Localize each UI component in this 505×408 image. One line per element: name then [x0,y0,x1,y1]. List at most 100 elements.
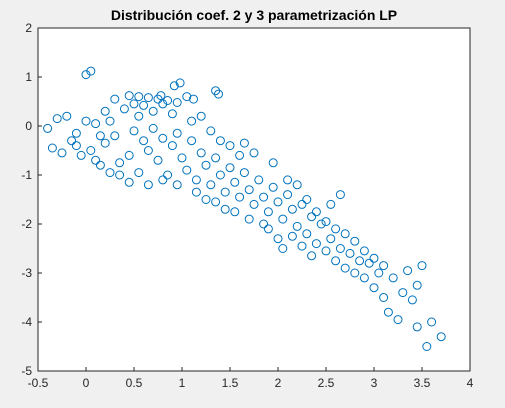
data-point [139,100,149,110]
data-point [369,253,379,263]
data-point [215,136,225,146]
x-tick-label: 0.5 [126,376,143,390]
data-point [214,89,223,99]
data-point [156,91,166,101]
data-point [129,126,139,136]
data-point [273,234,283,244]
data-point [345,248,355,258]
data-point [350,236,360,246]
data-point [189,94,198,104]
data-point [388,273,398,283]
data-point [292,221,302,231]
data-point [182,165,192,175]
data-point [163,170,173,180]
data-point [158,99,168,109]
data-points [43,66,446,351]
data-point [436,332,446,342]
data-point [254,175,264,185]
y-tick-label: -1 [21,168,32,182]
data-point [331,224,341,234]
data-point [273,197,283,207]
data-point [172,98,182,107]
data-point [201,160,211,170]
data-point [115,158,125,168]
data-point [407,295,417,305]
data-point [169,81,179,91]
data-point [379,293,389,302]
data-point [220,187,230,197]
y-axis-ticks: 2 1 0 -1 -2 -3 -4 -5 [21,21,42,378]
data-point [129,99,139,109]
data-point [86,66,96,76]
data-point [311,207,321,217]
data-point [278,244,288,253]
data-point [172,180,182,190]
data-point [71,128,81,138]
data-point [374,268,384,278]
data-point [326,234,336,244]
data-point [263,224,273,234]
data-point [124,150,134,160]
data-point [206,126,216,136]
data-point [124,91,134,101]
x-tick-label: 1.5 [222,376,239,390]
data-point [297,199,307,209]
data-point [263,207,273,217]
data-point [105,116,115,126]
data-point [268,182,278,192]
data-point [158,175,168,185]
data-point [383,307,393,317]
y-tick-label: 2 [25,21,32,35]
data-point [230,177,240,187]
data-point [220,204,230,214]
y-tick-label: 0 [25,119,32,133]
data-point [393,315,403,325]
data-point [340,263,350,273]
data-point [340,229,350,239]
data-point [211,197,221,207]
data-point [187,116,197,126]
data-point [71,141,81,151]
data-point [196,148,206,158]
x-tick-label: 0 [83,376,90,390]
data-point [259,192,269,202]
data-point [110,131,120,141]
data-point [143,146,153,155]
data-point [283,175,293,185]
data-point [359,246,369,256]
data-point [100,138,110,148]
data-point [191,187,201,197]
data-point [105,168,115,178]
data-point [249,199,259,209]
data-point [134,92,144,102]
y-tick-label: -2 [21,217,32,231]
x-axis-ticks: -0.5 0 0.5 1 1.5 2 2.5 3 3.5 4 [28,367,474,390]
data-point [307,212,317,222]
data-point [244,185,254,195]
data-point [47,143,57,153]
data-point [335,190,345,200]
data-point [297,241,307,251]
data-point [369,283,379,293]
data-point [211,153,221,163]
x-tick-label: 2.5 [318,376,335,390]
data-point [225,163,235,173]
data-point [278,214,288,224]
data-point [379,261,389,271]
data-point [91,155,101,165]
data-point [167,141,177,151]
data-point [62,111,72,121]
data-point [422,342,432,351]
data-point [148,123,158,133]
data-point [350,268,360,278]
data-point [239,138,249,148]
data-point [119,104,129,114]
data-point [230,207,240,217]
data-point [335,244,345,253]
data-point [201,195,211,204]
data-point [206,180,216,190]
data-point [302,229,312,239]
data-point [235,192,245,202]
y-tick-label: 1 [25,70,32,84]
